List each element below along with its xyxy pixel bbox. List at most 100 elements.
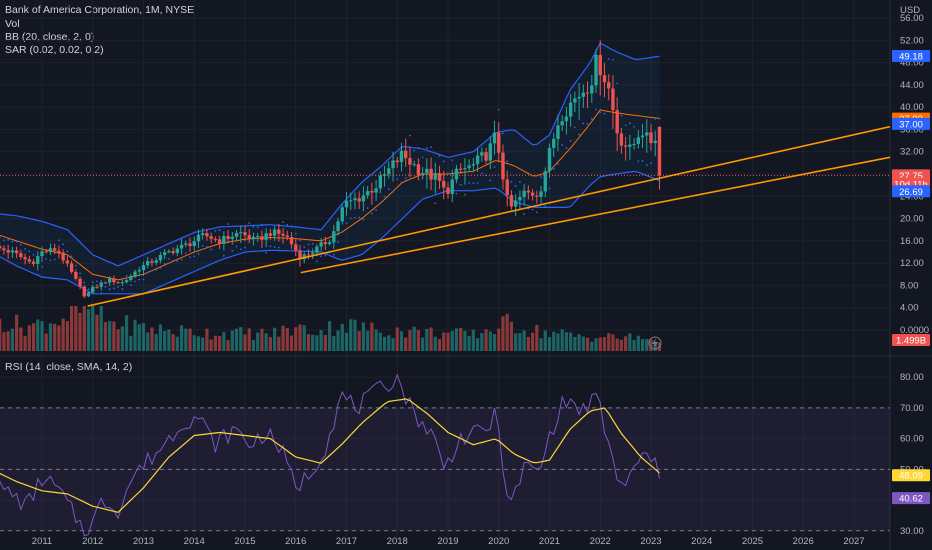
volume-bar bbox=[471, 329, 475, 351]
currency-label: USD bbox=[900, 5, 920, 16]
trendline[interactable] bbox=[300, 156, 891, 274]
sar-dot bbox=[79, 272, 81, 275]
price-tick-label: 56.00 bbox=[900, 13, 924, 24]
candle-body bbox=[196, 234, 201, 242]
sar-dot bbox=[108, 288, 111, 290]
candle-body bbox=[556, 125, 560, 139]
sar-dot bbox=[345, 222, 348, 225]
volume-bar bbox=[201, 337, 205, 351]
candle-body bbox=[0, 246, 2, 249]
candle-body bbox=[454, 168, 459, 180]
volume-bar bbox=[163, 331, 167, 351]
price-badge-text: 10d 11h bbox=[894, 180, 928, 191]
candle bbox=[556, 114, 560, 152]
volume-bar bbox=[615, 338, 619, 351]
lightning-icon[interactable] bbox=[648, 336, 662, 350]
candle bbox=[158, 251, 163, 264]
candle bbox=[52, 243, 57, 255]
sar-dot bbox=[628, 122, 631, 125]
volume-bar bbox=[273, 327, 277, 351]
sar-dot bbox=[244, 246, 246, 249]
candle-body bbox=[289, 237, 294, 245]
candle-body bbox=[429, 168, 433, 180]
volume-bar bbox=[23, 335, 27, 351]
volume-bar bbox=[44, 333, 48, 351]
candle bbox=[44, 248, 48, 254]
candle bbox=[171, 247, 175, 256]
volume-bar bbox=[226, 340, 230, 351]
sar-dot bbox=[506, 160, 509, 163]
sar-dot bbox=[370, 212, 373, 215]
candle-body bbox=[91, 286, 95, 293]
candle bbox=[429, 157, 433, 191]
candle-body bbox=[158, 254, 163, 261]
sar-dot bbox=[277, 246, 280, 249]
volume-bar bbox=[467, 335, 471, 351]
volume-bar bbox=[361, 322, 366, 351]
candle-body bbox=[264, 233, 268, 240]
price-tick-label: 0.0000 bbox=[900, 325, 929, 336]
candle bbox=[539, 185, 543, 204]
volume-bar bbox=[476, 338, 480, 351]
candle-body bbox=[590, 85, 594, 94]
sar-dot bbox=[231, 249, 234, 252]
candle bbox=[353, 192, 357, 210]
candle bbox=[395, 156, 399, 168]
volume-bar bbox=[192, 335, 196, 351]
volume-bar bbox=[256, 332, 260, 351]
volume-bar bbox=[116, 329, 120, 351]
candle-body bbox=[585, 92, 590, 94]
candle bbox=[27, 255, 32, 264]
sar-dot bbox=[189, 256, 191, 259]
sar-dot bbox=[569, 140, 572, 142]
volume-bar bbox=[234, 328, 239, 351]
sar-dot bbox=[645, 164, 648, 167]
candle-body bbox=[387, 168, 391, 175]
candle bbox=[653, 130, 657, 157]
trendline[interactable] bbox=[87, 125, 891, 307]
sar-dot bbox=[151, 269, 153, 272]
candle bbox=[179, 238, 184, 255]
volume-bar bbox=[539, 338, 543, 351]
candle-body bbox=[82, 286, 86, 297]
sar-dot bbox=[290, 225, 293, 228]
candle-body bbox=[636, 137, 641, 144]
volume-bar bbox=[366, 330, 370, 351]
sar-dot bbox=[320, 255, 323, 258]
candle-body bbox=[162, 252, 167, 255]
volume-bar bbox=[602, 336, 607, 351]
volume-bars bbox=[0, 306, 662, 351]
candle bbox=[564, 106, 569, 135]
volume-bar bbox=[628, 333, 632, 351]
volume-bar bbox=[484, 329, 488, 351]
time-tick-label: 2013 bbox=[133, 536, 154, 547]
volume-bar bbox=[48, 323, 53, 351]
volume-bar bbox=[129, 335, 133, 351]
candle bbox=[209, 232, 213, 244]
candle-body bbox=[188, 243, 192, 247]
candle bbox=[632, 138, 636, 150]
candle bbox=[103, 281, 108, 284]
candle-body bbox=[103, 282, 108, 284]
candle-body bbox=[40, 251, 44, 257]
sar-dot bbox=[11, 240, 14, 243]
volume-bar bbox=[412, 326, 416, 351]
volume-bar bbox=[103, 322, 108, 351]
candle-body bbox=[530, 192, 535, 196]
sar-dot bbox=[112, 287, 115, 290]
candle bbox=[492, 120, 497, 155]
sar-dot bbox=[100, 292, 103, 295]
candle-body bbox=[344, 200, 349, 208]
candle-body bbox=[120, 282, 125, 284]
candle-body bbox=[602, 75, 607, 83]
rsi-badge-text: 40.62 bbox=[899, 494, 923, 505]
legend-sar: SAR (0.02, 0.02, 0.2) bbox=[5, 44, 104, 56]
candle bbox=[471, 158, 476, 173]
trendlines[interactable] bbox=[87, 125, 891, 307]
candle bbox=[611, 75, 615, 129]
volume-bar bbox=[378, 332, 382, 351]
sar-dot bbox=[117, 286, 120, 288]
candle-body bbox=[458, 168, 463, 170]
candle bbox=[560, 115, 564, 132]
